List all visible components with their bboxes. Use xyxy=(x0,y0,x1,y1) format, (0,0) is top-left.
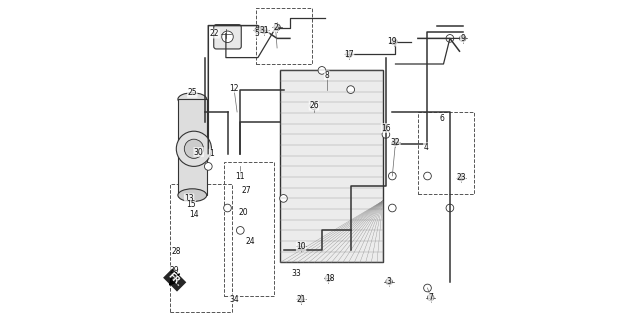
Text: 32: 32 xyxy=(391,138,400,147)
Circle shape xyxy=(446,35,454,42)
Text: 23: 23 xyxy=(456,173,466,182)
Text: 33: 33 xyxy=(292,269,301,278)
Text: 28: 28 xyxy=(172,247,181,256)
Circle shape xyxy=(237,227,244,234)
Circle shape xyxy=(223,30,229,37)
Text: 15: 15 xyxy=(186,200,196,209)
Circle shape xyxy=(204,163,212,170)
Circle shape xyxy=(392,139,399,146)
Text: 18: 18 xyxy=(325,274,334,283)
Circle shape xyxy=(298,296,304,302)
Circle shape xyxy=(389,204,396,212)
Circle shape xyxy=(423,284,432,292)
Text: 6: 6 xyxy=(439,114,444,123)
Circle shape xyxy=(261,27,268,34)
Circle shape xyxy=(325,275,331,282)
Text: 24: 24 xyxy=(245,237,255,246)
Circle shape xyxy=(274,24,280,30)
Circle shape xyxy=(427,294,434,301)
Circle shape xyxy=(458,174,464,181)
Text: 29: 29 xyxy=(170,266,179,275)
Text: 26: 26 xyxy=(309,101,319,110)
Text: 3: 3 xyxy=(387,277,392,286)
Bar xyxy=(280,70,382,262)
Text: 7: 7 xyxy=(428,293,433,302)
Text: 4: 4 xyxy=(423,143,428,152)
Text: 31: 31 xyxy=(259,26,269,35)
Circle shape xyxy=(391,38,397,45)
Bar xyxy=(418,112,474,194)
Bar xyxy=(256,8,312,64)
Circle shape xyxy=(446,204,454,212)
Text: FR.: FR. xyxy=(166,271,184,289)
Text: 16: 16 xyxy=(381,124,391,132)
Text: 9: 9 xyxy=(460,34,465,43)
Ellipse shape xyxy=(178,189,207,202)
Text: 2: 2 xyxy=(273,23,278,32)
Text: 30: 30 xyxy=(194,148,204,156)
Ellipse shape xyxy=(178,93,207,106)
Circle shape xyxy=(459,35,466,42)
Text: 22: 22 xyxy=(210,29,220,38)
Circle shape xyxy=(347,86,355,93)
Text: 13: 13 xyxy=(184,194,194,203)
Text: 12: 12 xyxy=(229,84,239,92)
Text: 34: 34 xyxy=(229,295,239,304)
Text: 11: 11 xyxy=(235,172,245,180)
Circle shape xyxy=(389,172,396,180)
Text: 20: 20 xyxy=(239,208,249,217)
Text: 17: 17 xyxy=(345,50,354,59)
Text: 21: 21 xyxy=(297,295,306,304)
Circle shape xyxy=(386,278,392,285)
Bar xyxy=(170,184,232,312)
Circle shape xyxy=(310,102,318,109)
Circle shape xyxy=(221,31,233,43)
Text: 25: 25 xyxy=(187,88,197,97)
Bar xyxy=(224,162,274,296)
Text: 5: 5 xyxy=(254,29,259,38)
Circle shape xyxy=(176,131,211,166)
Text: 27: 27 xyxy=(242,186,252,195)
Text: 10: 10 xyxy=(297,242,306,251)
Text: 14: 14 xyxy=(189,210,199,219)
Text: 1: 1 xyxy=(209,149,214,158)
Circle shape xyxy=(255,27,261,34)
Text: 8: 8 xyxy=(324,71,329,80)
Circle shape xyxy=(184,139,204,158)
Bar xyxy=(178,99,207,195)
Circle shape xyxy=(382,131,390,138)
Circle shape xyxy=(298,243,304,250)
Circle shape xyxy=(223,204,232,212)
Text: 19: 19 xyxy=(387,37,397,46)
Circle shape xyxy=(280,195,287,202)
FancyBboxPatch shape xyxy=(214,25,241,49)
Circle shape xyxy=(423,172,432,180)
Circle shape xyxy=(346,51,352,58)
Circle shape xyxy=(318,67,326,74)
